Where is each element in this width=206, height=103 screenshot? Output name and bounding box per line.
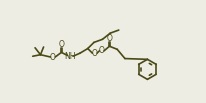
- Text: NH: NH: [64, 52, 76, 61]
- Text: O: O: [50, 53, 56, 61]
- Text: O: O: [99, 46, 105, 55]
- Text: O: O: [107, 34, 112, 43]
- Text: O: O: [59, 40, 64, 49]
- Text: O: O: [92, 49, 98, 58]
